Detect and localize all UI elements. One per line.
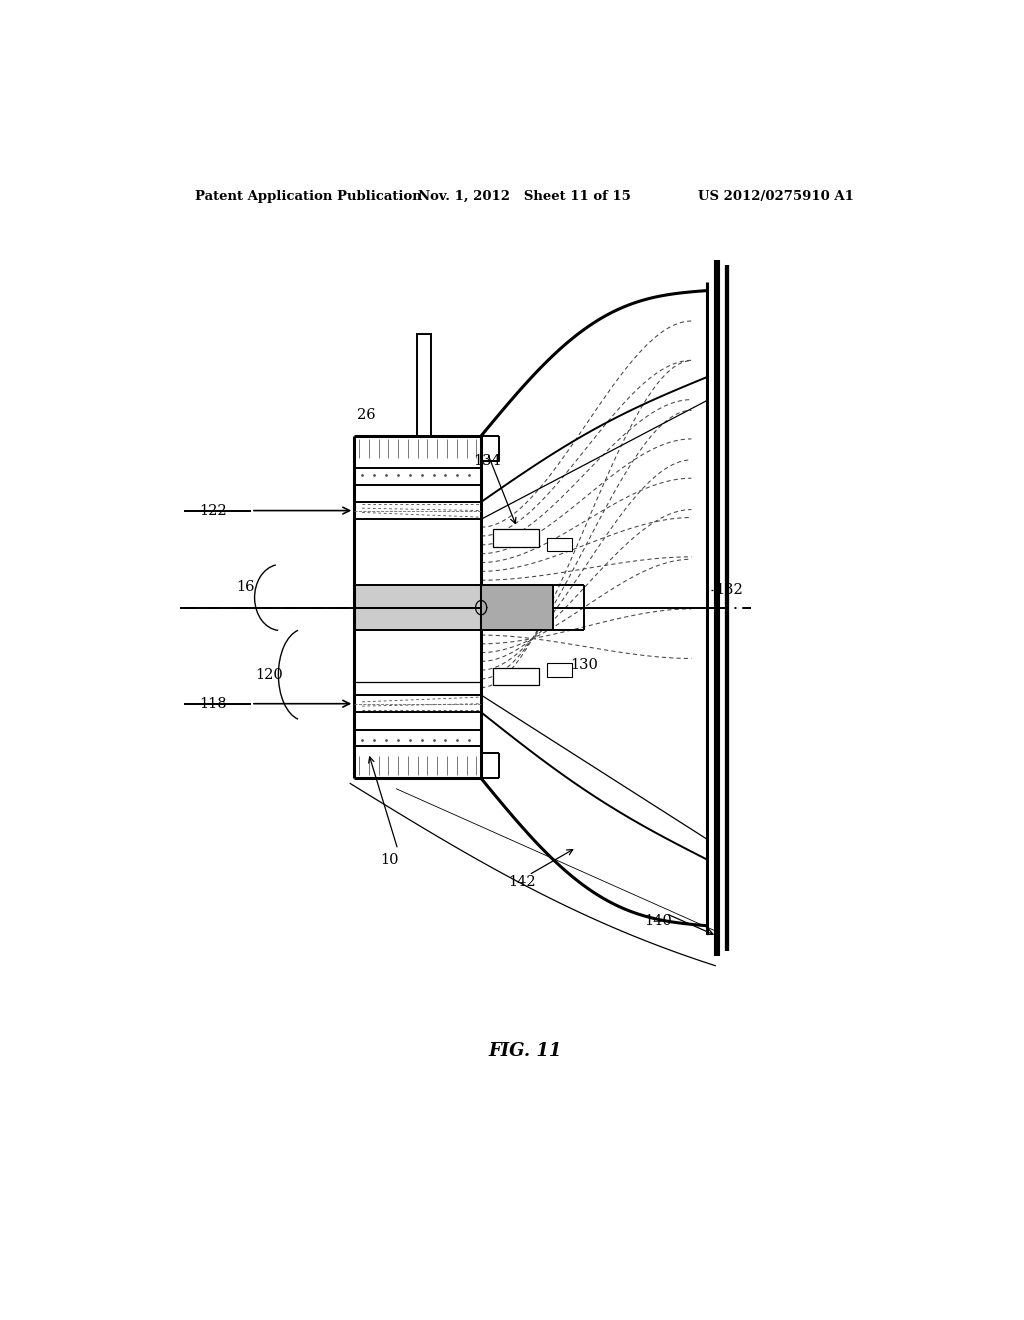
Text: 26: 26: [356, 408, 376, 421]
Text: 118: 118: [199, 697, 226, 710]
Bar: [547, 663, 572, 677]
Text: 142: 142: [509, 875, 537, 890]
Bar: [481, 585, 553, 630]
Bar: [494, 529, 539, 546]
Text: 134: 134: [474, 454, 502, 469]
Bar: [547, 537, 572, 552]
Text: FIG. 11: FIG. 11: [488, 1041, 561, 1060]
Text: 132: 132: [716, 583, 743, 598]
Text: 16: 16: [237, 581, 255, 594]
Text: Nov. 1, 2012   Sheet 11 of 15: Nov. 1, 2012 Sheet 11 of 15: [419, 190, 631, 202]
Bar: [494, 668, 539, 685]
Text: 122: 122: [199, 504, 226, 517]
Bar: [354, 585, 481, 630]
Text: 10: 10: [381, 853, 399, 867]
Text: 140: 140: [644, 913, 672, 928]
Text: 120: 120: [255, 668, 283, 681]
Text: 130: 130: [570, 657, 598, 672]
Text: Patent Application Publication: Patent Application Publication: [196, 190, 422, 202]
Bar: [417, 334, 431, 436]
Text: US 2012/0275910 A1: US 2012/0275910 A1: [698, 190, 854, 202]
